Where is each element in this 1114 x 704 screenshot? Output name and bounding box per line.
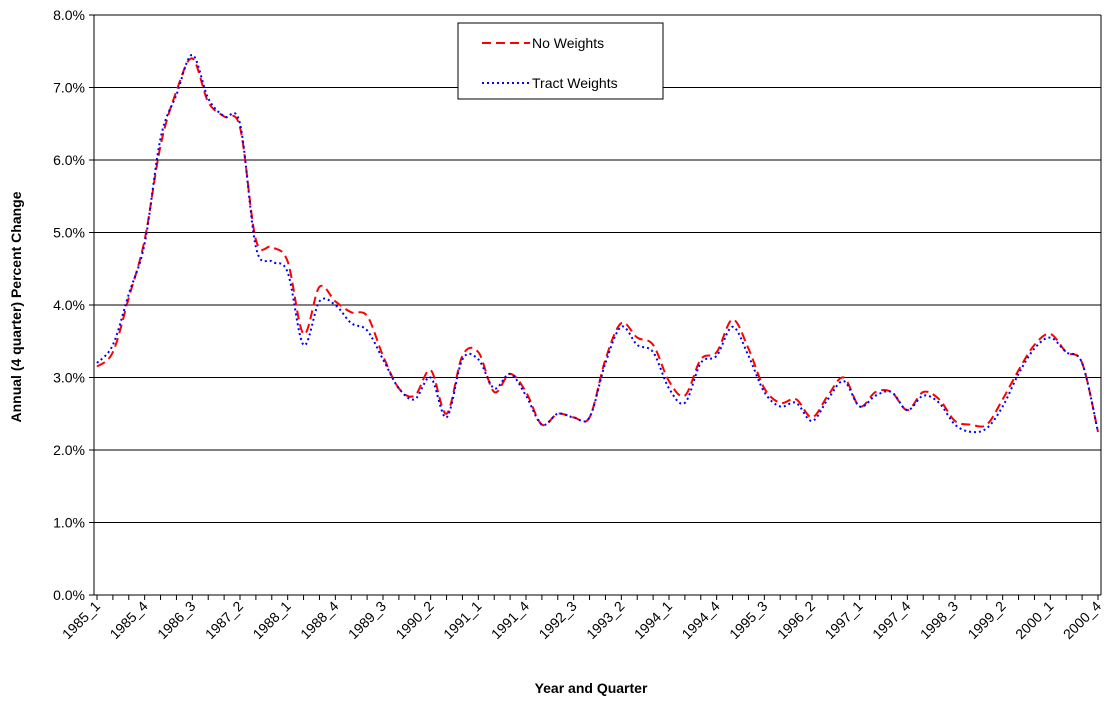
y-tick-label: 8.0%	[53, 7, 85, 23]
y-axis-ticks: 0.0% 1.0% 2.0% 3.0% 4.0% 5.0% 6.0% 7.0% 8.0%	[53, 7, 94, 603]
legend: No Weights Tract Weights	[457, 22, 664, 100]
legend-label-tract-weights: Tract Weights	[532, 75, 618, 91]
x-tick-label: 1988_1	[249, 598, 293, 642]
x-tick-label: 1985_1	[59, 598, 103, 642]
x-tick-label: 1992_3	[535, 598, 579, 642]
legend-label-no-weights: No Weights	[532, 35, 604, 51]
x-tick-label: 1994_4	[678, 598, 722, 642]
x-tick-label: 1991_4	[488, 598, 532, 642]
x-tick-label: 1997_1	[821, 598, 865, 642]
y-tick-label: 0.0%	[53, 587, 85, 603]
x-tick-label: 2000_4	[1060, 598, 1104, 642]
series-line-no-weights	[96, 57, 1099, 433]
x-tick-label: 1991_1	[440, 598, 484, 642]
series-layer	[96, 53, 1099, 434]
y-axis-title: Annual (4 quarter) Percent Change	[8, 191, 24, 422]
legend-box	[457, 22, 664, 100]
series-line-tract-weights	[96, 53, 1099, 434]
x-tick-label: 1999_2	[964, 598, 1008, 642]
x-tick-label: 1997_4	[869, 598, 913, 642]
x-tick-label: 1993_2	[583, 598, 627, 642]
x-axis-title: Year and Quarter	[535, 680, 648, 696]
x-tick-label: 1994_1	[631, 598, 675, 642]
x-tick-label: 2000_1	[1012, 598, 1056, 642]
x-tick-label: 1985_4	[106, 598, 150, 642]
gridlines	[94, 14, 1101, 596]
y-tick-label: 3.0%	[53, 370, 85, 386]
x-tick-label: 1987_2	[202, 598, 246, 642]
y-tick-label: 4.0%	[53, 297, 85, 313]
y-tick-label: 7.0%	[53, 80, 85, 96]
y-tick-label: 2.0%	[53, 442, 85, 458]
y-tick-label: 6.0%	[53, 152, 85, 168]
x-tick-label: 1990_2	[392, 598, 436, 642]
x-tick-label: 1986_3	[154, 598, 198, 642]
x-tick-label: 1989_3	[345, 598, 389, 642]
y-tick-label: 5.0%	[53, 225, 85, 241]
x-axis-ticks: 1985_1 1985_4 1986_3 1987_2 1988_1 1988_4 1989…	[59, 595, 1104, 642]
x-tick-label: 1998_3	[917, 598, 961, 642]
x-tick-label: 1988_4	[297, 598, 341, 642]
x-tick-label: 1995_3	[726, 598, 770, 642]
y-tick-label: 1.0%	[53, 515, 85, 531]
x-tick-label: 1996_2	[774, 598, 818, 642]
